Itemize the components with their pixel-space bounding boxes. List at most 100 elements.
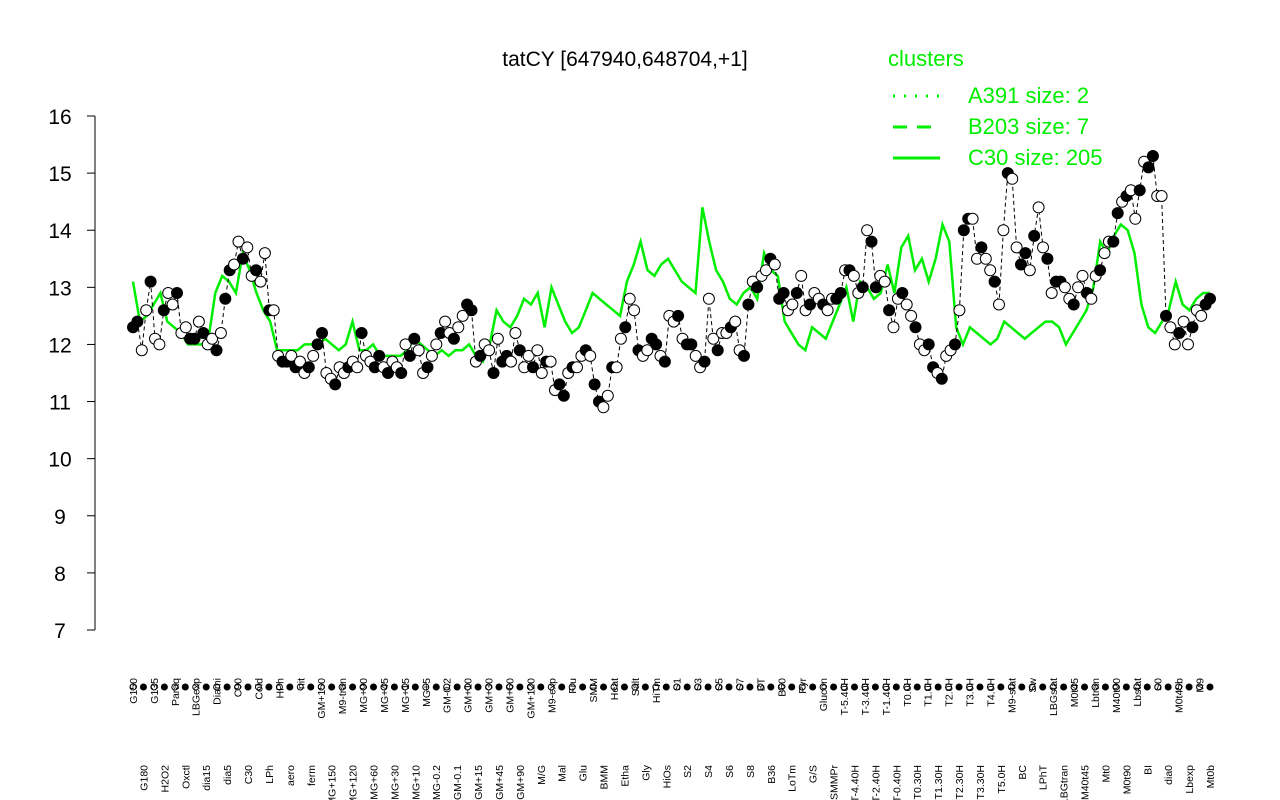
- x-tick-label-11: C30: [243, 765, 255, 784]
- x-tick-label-50: HiTm: [651, 678, 663, 703]
- x-tick-dot-8: [213, 683, 221, 691]
- x-tick-dot-5: [181, 683, 189, 691]
- data-point-88: [513, 344, 526, 357]
- x-tick-label-99: dia0: [1163, 765, 1175, 785]
- data-point-79: [474, 349, 487, 362]
- data-point-87: [509, 327, 522, 339]
- x-tick-label-64: Pyr: [797, 677, 809, 693]
- data-point-195: [984, 264, 997, 277]
- x-tick-dot-102: [1196, 683, 1204, 691]
- data-point-43: [316, 327, 328, 339]
- x-tick-dot-23: [369, 683, 377, 691]
- x-tick-dot-28: [422, 683, 430, 691]
- data-point-28: [250, 264, 263, 277]
- x-tick-dot-42: [568, 683, 576, 691]
- x-tick-label-43: Glu: [578, 765, 590, 782]
- x-tick-label-70: T-3.40H: [860, 678, 872, 715]
- data-point-15: [192, 315, 205, 328]
- cluster-c30-line: [131, 207, 1210, 364]
- x-tick-label-32: GM+10: [463, 678, 475, 713]
- data-point-133: [711, 344, 724, 357]
- data-point-158: [821, 304, 834, 317]
- data-point-176: [900, 298, 913, 311]
- data-point-184: [935, 372, 948, 385]
- data-point-69: [430, 338, 443, 351]
- legend-entry-0: A391 size: 2: [968, 83, 1089, 108]
- x-tick-dot-92: [1091, 683, 1099, 691]
- chart-title: tatCY [647940,648704,+1]: [502, 48, 747, 71]
- data-point-243: [1195, 309, 1208, 322]
- x-tick-dot-38: [526, 683, 534, 691]
- data-point-207: [1037, 241, 1049, 254]
- x-tick-label-45: BMM: [599, 765, 611, 790]
- data-point-200: [1006, 172, 1019, 185]
- x-tick-dot-103: [1206, 683, 1214, 691]
- x-tick-label-7: dia15: [201, 765, 213, 791]
- data-point-97: [553, 378, 566, 391]
- data-point-196: [988, 275, 1001, 288]
- x-tick-label-62: B60: [776, 678, 788, 697]
- legend-title: clusters: [888, 46, 964, 71]
- x-tick-label-91: M40t45: [1080, 765, 1092, 800]
- data-point-209: [1045, 287, 1058, 299]
- x-tick-dot-57: [725, 683, 733, 691]
- x-tick-label-13: LPh: [264, 765, 276, 784]
- x-tick-label-5: Oxctl: [180, 765, 192, 789]
- data-point-56: [373, 349, 386, 362]
- x-tick-label-100: M0t45b: [1174, 678, 1186, 713]
- data-point-113: [623, 292, 636, 305]
- x-tick-dot-62: [777, 683, 785, 691]
- data-point-173: [887, 321, 900, 334]
- data-point-32: [267, 304, 280, 317]
- data-point-36: [285, 349, 298, 362]
- x-tick-label-85: BC: [1017, 765, 1029, 780]
- x-tick-label-60: BT: [755, 677, 767, 691]
- data-point-65: [412, 344, 425, 357]
- x-tick-dot-6: [192, 683, 200, 691]
- x-tick-dot-15: [286, 683, 294, 691]
- x-tick-label-68: T-5.40H: [839, 678, 851, 715]
- x-tick-label-44: SMM: [588, 678, 600, 703]
- x-tick-label-21: MG+120: [348, 765, 360, 800]
- data-point-40: [302, 361, 315, 374]
- data-point-1: [131, 315, 144, 328]
- data-point-58: [382, 367, 394, 379]
- data-point-38: [294, 355, 306, 368]
- x-tick-label-97: BI: [1142, 765, 1154, 775]
- x-tick-label-94: M40t90: [1111, 678, 1123, 713]
- x-tick-dot-88: [1049, 683, 1057, 691]
- data-point-187: [949, 338, 961, 351]
- data-point-104: [584, 349, 597, 362]
- x-tick-dot-52: [673, 683, 681, 691]
- y-tick-label-4: 11: [49, 392, 71, 415]
- x-tick-dot-44: [589, 683, 597, 691]
- x-tick-label-42: Fru: [567, 678, 579, 694]
- x-tick-label-23: MG+60: [369, 765, 381, 800]
- x-tick-label-4: Paraq: [170, 678, 182, 706]
- x-tick-dot-4: [171, 683, 179, 691]
- data-point-151: [790, 287, 803, 299]
- x-tick-dot-91: [1081, 683, 1089, 691]
- x-tick-label-87: LPhT: [1038, 764, 1050, 790]
- data-point-148: [777, 287, 790, 299]
- data-point-114: [628, 304, 641, 317]
- x-tick-dot-77: [934, 683, 942, 691]
- x-tick-label-28: MG+5: [421, 678, 433, 707]
- x-tick-dot-93: [1101, 683, 1109, 691]
- data-point-221: [1098, 247, 1111, 260]
- data-point-223: [1107, 235, 1120, 248]
- data-point-171: [878, 275, 891, 288]
- x-tick-dot-24: [380, 683, 388, 691]
- x-tick-label-86: Sw: [1027, 678, 1039, 693]
- x-tick-label-76: T1.0H: [923, 678, 935, 707]
- x-tick-label-66: Glucon: [818, 678, 830, 711]
- data-point-237: [1168, 338, 1181, 351]
- data-point-82: [487, 367, 500, 379]
- data-point-168: [865, 235, 878, 248]
- data-point-220: [1094, 264, 1107, 277]
- x-tick-dot-72: [882, 683, 890, 691]
- data-point-52: [355, 327, 368, 339]
- x-tick-label-81: T3.30H: [975, 765, 987, 799]
- x-tick-dot-18: [317, 683, 325, 691]
- x-tick-dot-65: [809, 683, 817, 691]
